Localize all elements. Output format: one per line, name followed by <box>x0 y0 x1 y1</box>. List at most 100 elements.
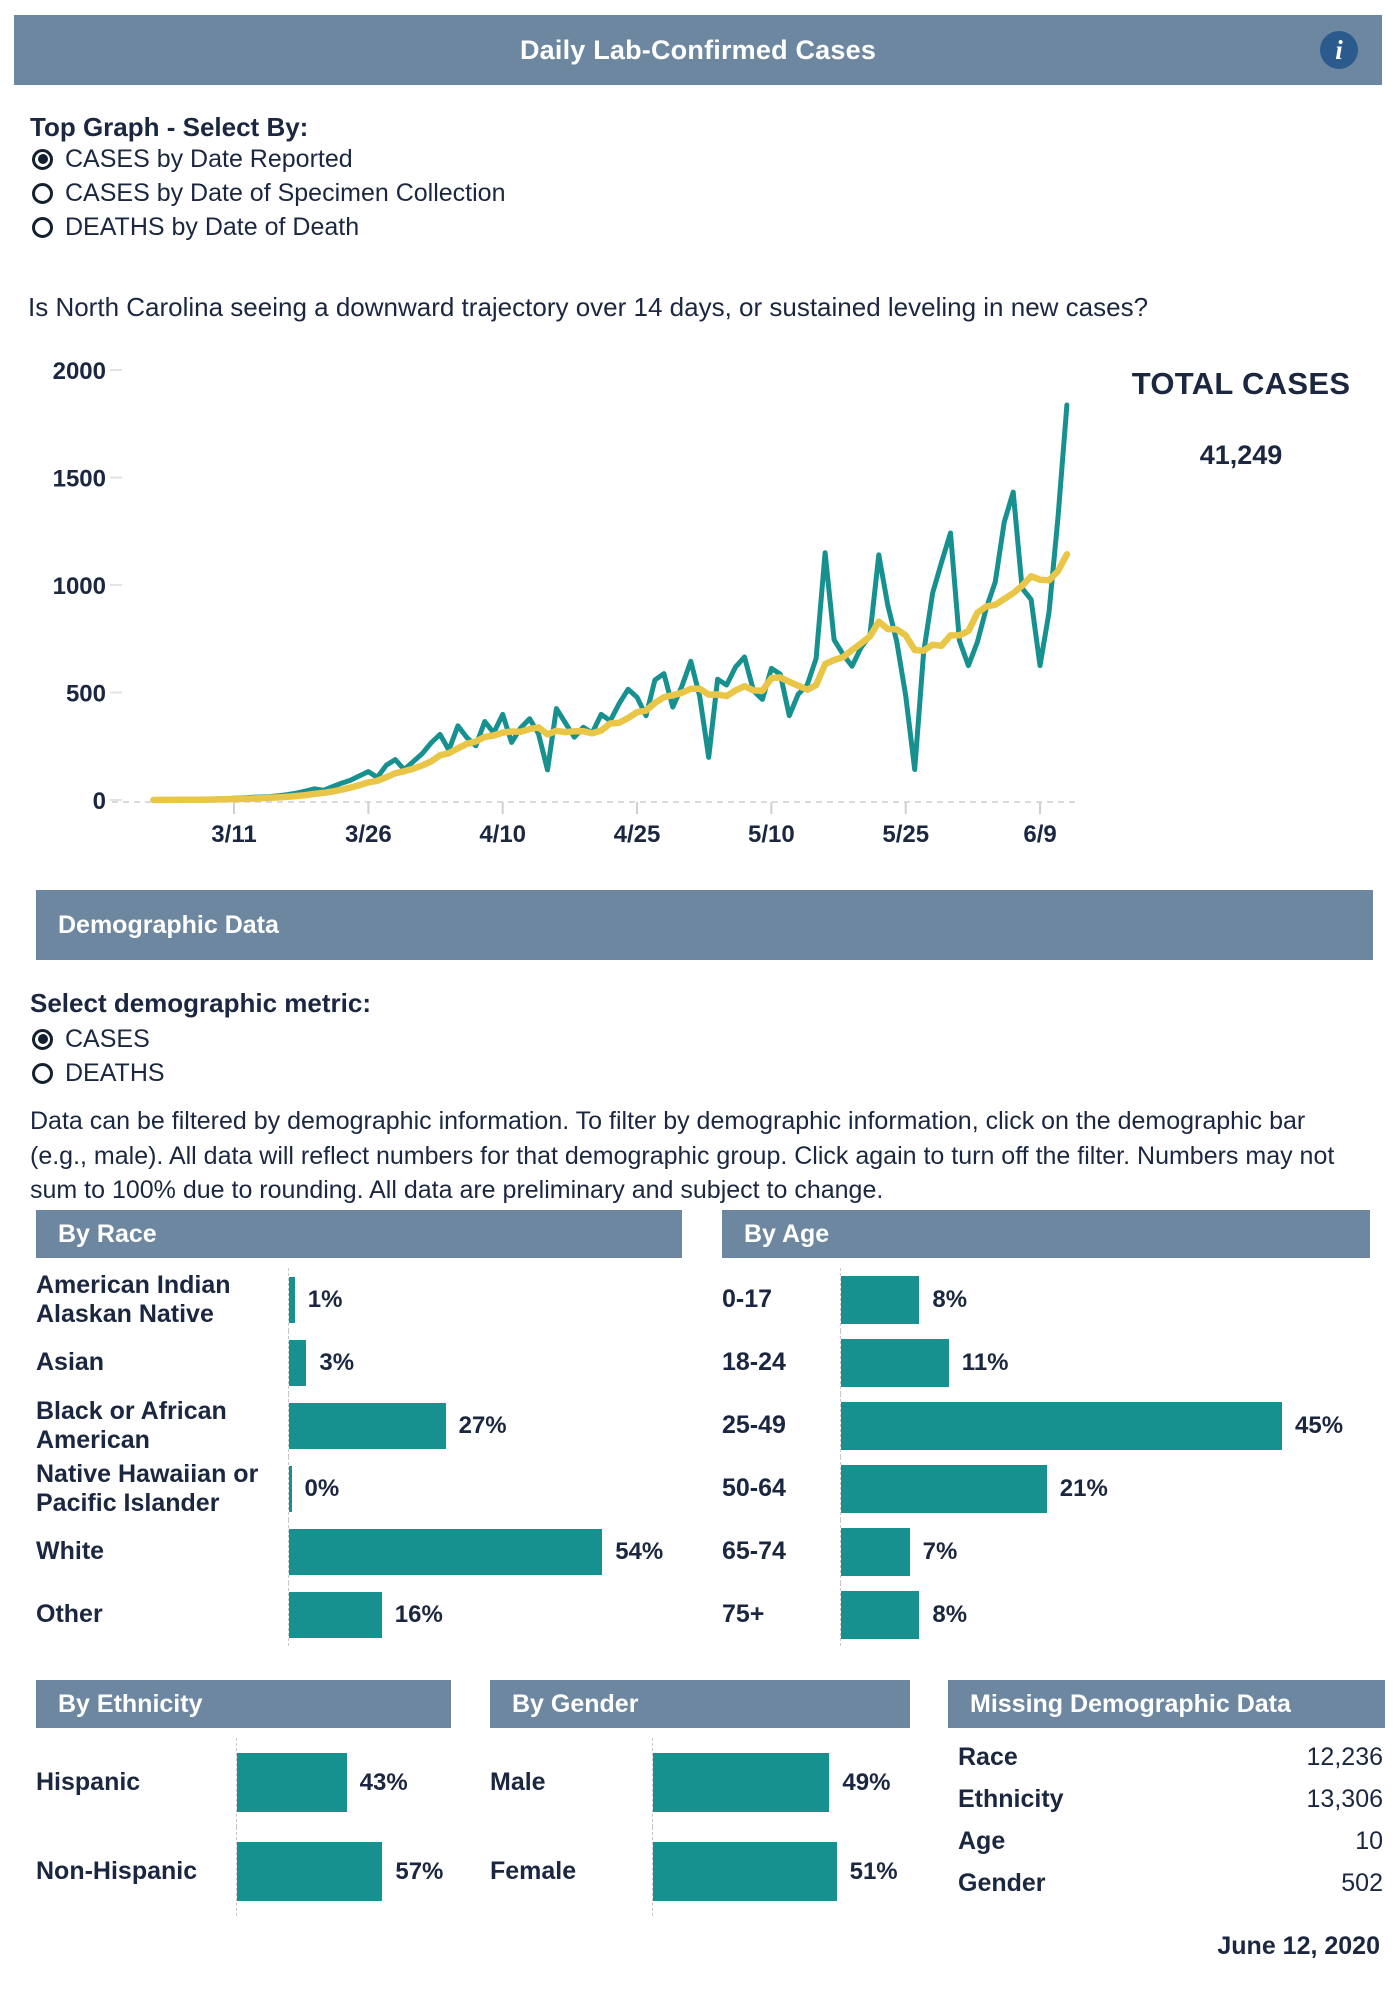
top-graph-option[interactable]: CASES by Date of Specimen Collection <box>32 176 506 210</box>
by-gender-row: Female 51% <box>490 1827 910 1916</box>
by-ethnicity-bar[interactable] <box>237 1842 383 1901</box>
by-race-plot: 16% <box>288 1583 682 1646</box>
by-race-bar[interactable] <box>289 1339 307 1386</box>
by-gender-value-label: 51% <box>849 1857 898 1885</box>
daily-cases-line-chart[interactable]: 0 500 1000 1500 2000 3/11 3/26 4/10 4/25 5/10 5/25… <box>0 340 1120 880</box>
demographic-data-header: Demographic Data <box>36 890 1373 960</box>
x-axis-label: 3/26 <box>345 821 392 848</box>
page-title: Daily Lab-Confirmed Cases <box>519 34 877 65</box>
by-race-category-label: Asian <box>36 1348 105 1376</box>
metric-option[interactable]: CASES <box>32 1022 165 1056</box>
by-age-value-label: 8% <box>932 1600 968 1628</box>
missing-data-label: Race <box>958 1742 1018 1771</box>
by-ethnicity-row: Non-Hispanic 57% <box>36 1827 451 1916</box>
x-axis-label: 5/10 <box>748 821 795 848</box>
by-race-category-label: White <box>36 1537 105 1565</box>
by-race-value-label: 16% <box>394 1600 443 1628</box>
by-age-bar[interactable] <box>841 1464 1047 1513</box>
by-age-category-label: 18-24 <box>722 1348 786 1376</box>
by-race-bar[interactable] <box>289 1591 382 1638</box>
by-age-category-label: 75+ <box>722 1600 765 1628</box>
missing-data-row: Ethnicity 13,306 <box>948 1778 1385 1820</box>
by-race-plot: 54% <box>288 1520 682 1583</box>
by-race-panel: By Race American Indian Alaskan Native 1%… <box>36 1210 682 1646</box>
x-axis-label: 5/25 <box>882 821 929 848</box>
by-gender-category-label: Female <box>490 1857 577 1885</box>
top-graph-selector: CASES by Date Reported CASES by Date of S… <box>32 142 506 244</box>
by-race-row: Asian 3% <box>36 1331 682 1394</box>
by-age-bars: 0-17 8% 18-24 11% 25-49 45% 50-64 21% 65-74 7% 75+… <box>722 1268 1370 1646</box>
by-age-plot: 21% <box>840 1457 1370 1520</box>
missing-data-value: 502 <box>1341 1868 1383 1897</box>
by-race-category-label: American Indian Alaskan Native <box>36 1270 231 1328</box>
by-age-value-label: 11% <box>961 1348 1009 1376</box>
by-gender-panel: By Gender Male 49% Female 51% <box>490 1680 910 1916</box>
missing-demographic-rows: Race 12,236 Ethnicity 13,306 Age 10 Gender 502 <box>948 1736 1385 1904</box>
radio-icon[interactable] <box>32 182 53 204</box>
total-cases-value: 41,249 <box>1199 440 1283 470</box>
by-gender-plot: 49% <box>652 1738 910 1827</box>
top-graph-option[interactable]: DEATHS by Date of Death <box>32 210 506 244</box>
by-race-bar[interactable] <box>289 1402 446 1449</box>
total-cases-label: TOTAL CASES <box>1131 366 1351 401</box>
missing-demographic-panel: Missing Demographic Data Race 12,236 Ethni… <box>948 1680 1385 1904</box>
by-age-bar[interactable] <box>841 1338 949 1387</box>
by-age-bar[interactable] <box>841 1401 1282 1450</box>
top-graph-option-label: CASES by Date Reported <box>65 144 353 173</box>
by-ethnicity-header: By Ethnicity <box>36 1680 451 1728</box>
by-ethnicity-value-label: 57% <box>395 1857 444 1885</box>
by-race-category-label: Other <box>36 1600 103 1628</box>
by-race-bars: American Indian Alaskan Native 1% Asian 3% B… <box>36 1268 682 1646</box>
by-ethnicity-bar[interactable] <box>237 1753 347 1812</box>
by-age-category-label: 50-64 <box>722 1474 786 1502</box>
by-ethnicity-title: By Ethnicity <box>58 1689 203 1718</box>
by-age-row: 75+ 8% <box>722 1583 1370 1646</box>
by-gender-bar[interactable] <box>653 1753 830 1812</box>
by-gender-bar[interactable] <box>653 1842 837 1901</box>
by-age-title: By Age <box>744 1219 830 1248</box>
metric-option[interactable]: DEATHS <box>32 1056 165 1090</box>
y-axis-label: 0 <box>93 788 106 815</box>
moving-average-series[interactable] <box>150 551 1071 804</box>
by-race-row: Other 16% <box>36 1583 682 1646</box>
radio-selected-icon[interactable] <box>32 148 53 170</box>
by-ethnicity-bars: Hispanic 43% Non-Hispanic 57% <box>36 1738 451 1916</box>
by-age-row: 50-64 21% <box>722 1457 1370 1520</box>
by-race-plot: 1% <box>288 1268 682 1331</box>
by-race-value-label: 54% <box>615 1537 664 1565</box>
metric-selector: CASES DEATHS <box>32 1022 165 1090</box>
by-race-bar[interactable] <box>289 1276 295 1323</box>
by-gender-value-label: 49% <box>842 1768 891 1796</box>
by-age-category-label: 0-17 <box>722 1285 773 1313</box>
by-age-value-label: 21% <box>1059 1474 1108 1502</box>
by-race-value-label: 3% <box>319 1348 355 1376</box>
by-age-bar[interactable] <box>841 1527 910 1576</box>
by-gender-title: By Gender <box>512 1689 639 1718</box>
by-age-row: 18-24 11% <box>722 1331 1370 1394</box>
missing-demographic-header: Missing Demographic Data <box>948 1680 1385 1728</box>
missing-data-row: Gender 502 <box>948 1862 1385 1904</box>
metric-selector-heading: Select demographic metric: <box>30 988 371 1018</box>
by-age-category-label: 65-74 <box>722 1537 786 1565</box>
by-race-bar[interactable] <box>289 1528 603 1575</box>
y-axis-label: 2000 <box>53 358 106 385</box>
missing-data-value: 12,236 <box>1306 1742 1383 1771</box>
missing-data-label: Gender <box>958 1868 1046 1897</box>
info-icon[interactable]: i <box>1320 31 1358 69</box>
radio-icon[interactable] <box>32 216 53 238</box>
x-axis-label: 3/11 <box>211 821 256 848</box>
top-graph-option[interactable]: CASES by Date Reported <box>32 142 506 176</box>
by-ethnicity-row: Hispanic 43% <box>36 1738 451 1827</box>
radio-selected-icon[interactable] <box>32 1028 53 1050</box>
radio-icon[interactable] <box>32 1062 53 1084</box>
by-age-bar[interactable] <box>841 1590 920 1639</box>
by-race-title: By Race <box>58 1219 157 1248</box>
missing-data-label: Age <box>958 1826 1006 1855</box>
x-axis-label: 6/9 <box>1023 821 1056 848</box>
by-gender-row: Male 49% <box>490 1738 910 1827</box>
by-age-bar[interactable] <box>841 1275 920 1324</box>
daily-cases-series[interactable] <box>150 402 1070 803</box>
by-race-row: Black or African American 27% <box>36 1394 682 1457</box>
by-race-bar[interactable] <box>289 1465 292 1512</box>
